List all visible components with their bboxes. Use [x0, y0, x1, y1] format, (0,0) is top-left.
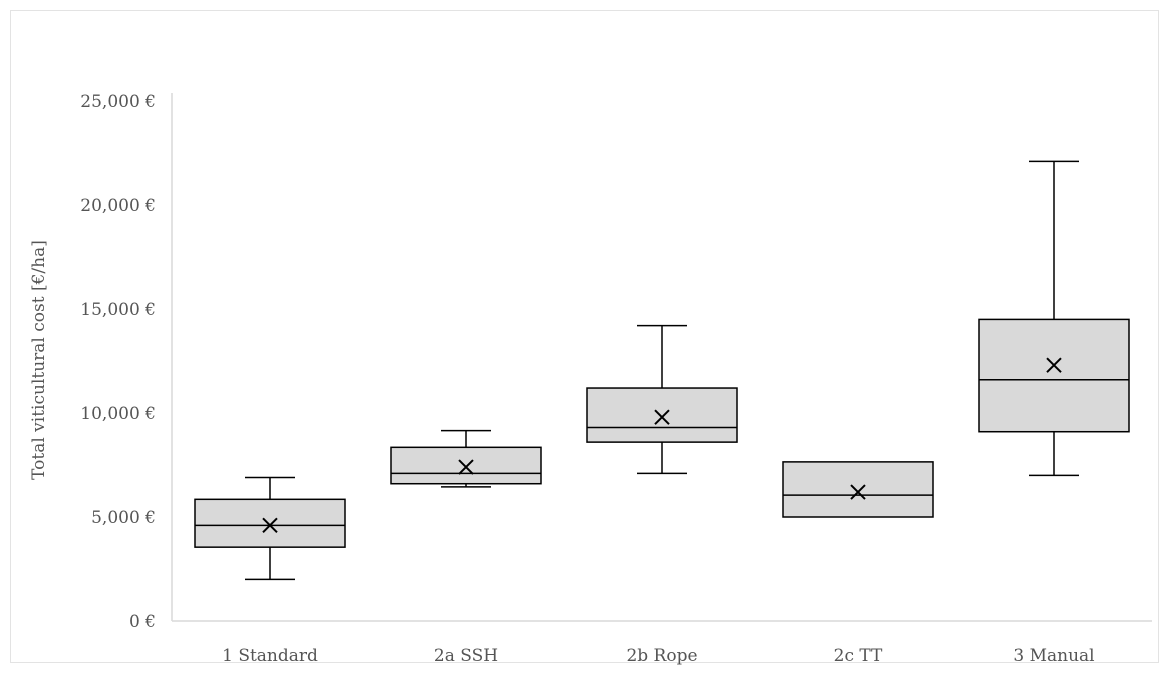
y-tick-label: 5,000 €	[91, 508, 156, 528]
box-iqr	[390, 446, 542, 485]
mean-marker	[1046, 357, 1062, 373]
x-tick-label: 1 Standard	[222, 646, 318, 666]
box-iqr	[194, 498, 346, 548]
box-iqr	[586, 387, 738, 443]
mean-marker	[458, 459, 474, 475]
box-group	[782, 461, 934, 518]
x-tick-label: 2c TT	[834, 646, 883, 666]
box-group	[978, 160, 1130, 477]
mean-marker	[654, 409, 670, 425]
mean-marker	[850, 484, 866, 500]
box-iqr	[782, 461, 934, 518]
box-group	[390, 429, 542, 488]
x-tick-label: 3 Manual	[1013, 646, 1094, 666]
y-tick-label: 15,000 €	[80, 300, 156, 320]
box-group	[194, 476, 346, 581]
y-tick-label: 10,000 €	[80, 404, 156, 424]
y-tick-label: 20,000 €	[80, 196, 156, 216]
y-tick-label: 25,000 €	[80, 92, 156, 112]
x-tick-label: 2b Rope	[626, 646, 697, 666]
y-tick-label: 0 €	[129, 612, 156, 632]
x-tick-label: 2a SSH	[434, 646, 498, 666]
box-iqr	[978, 318, 1130, 433]
box-group	[586, 324, 738, 475]
mean-marker	[262, 517, 278, 534]
chart-frame	[10, 10, 1159, 663]
y-axis-title: Total viticultural cost [€/ha]	[29, 240, 49, 480]
